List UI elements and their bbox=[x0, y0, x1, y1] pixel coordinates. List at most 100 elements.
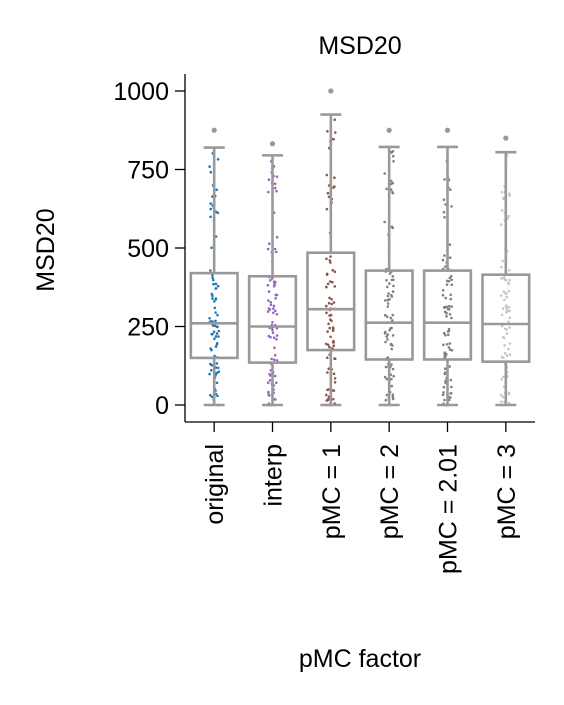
strip-point bbox=[326, 282, 330, 286]
strip-point bbox=[275, 235, 279, 239]
strip-point bbox=[325, 257, 328, 261]
strip-point bbox=[392, 154, 395, 158]
strip-point bbox=[384, 365, 388, 369]
strip-point bbox=[501, 307, 505, 310]
strip-point bbox=[215, 188, 218, 192]
strip-point bbox=[442, 198, 446, 201]
strip-point bbox=[502, 298, 506, 302]
strip-point bbox=[385, 335, 389, 338]
strip-point bbox=[448, 365, 452, 368]
strip-point bbox=[508, 316, 512, 320]
strip-point bbox=[274, 309, 277, 313]
strip-point bbox=[445, 311, 448, 315]
strip-point bbox=[447, 304, 451, 308]
strip-point bbox=[392, 284, 395, 288]
strip-point bbox=[273, 353, 277, 357]
strip-point bbox=[214, 298, 218, 301]
strip-point bbox=[390, 278, 394, 282]
strip-point bbox=[391, 226, 395, 230]
x-tick-label: original bbox=[201, 444, 229, 525]
strip-point bbox=[214, 345, 218, 348]
box-group bbox=[247, 141, 298, 407]
box-group bbox=[189, 127, 239, 407]
strip-point bbox=[325, 272, 329, 276]
strip-point bbox=[217, 370, 221, 374]
strip-point bbox=[273, 346, 276, 350]
strip-point bbox=[215, 343, 219, 346]
strip-point bbox=[383, 172, 387, 175]
strip-point bbox=[500, 378, 504, 381]
strip-point bbox=[500, 324, 504, 328]
strip-point bbox=[391, 319, 394, 322]
strip-point bbox=[503, 344, 506, 347]
strip-point bbox=[443, 216, 446, 219]
strip-point bbox=[273, 247, 277, 251]
strip-point bbox=[331, 268, 335, 272]
strip-point bbox=[447, 280, 451, 283]
y-tick-label: 1000 bbox=[113, 78, 169, 106]
strip-point bbox=[441, 258, 445, 262]
strip-point bbox=[209, 320, 212, 323]
strip-point bbox=[209, 202, 212, 205]
y-tick-label: 750 bbox=[127, 157, 169, 185]
strip-point bbox=[508, 309, 511, 313]
strip-point bbox=[216, 366, 220, 370]
strip-point bbox=[272, 304, 276, 308]
strip-point bbox=[441, 293, 445, 297]
strip-point bbox=[388, 282, 391, 285]
strip-point bbox=[217, 329, 221, 333]
strip-point bbox=[502, 375, 505, 379]
strip-point bbox=[447, 333, 450, 337]
strip-point bbox=[209, 215, 212, 219]
strip-point bbox=[330, 298, 333, 301]
strip-point bbox=[386, 285, 389, 289]
strip-point bbox=[507, 320, 510, 323]
box-group bbox=[422, 127, 473, 407]
strip-point bbox=[331, 397, 335, 401]
strip-point bbox=[267, 393, 270, 396]
strip-point bbox=[215, 381, 219, 385]
iqr-box bbox=[247, 274, 298, 364]
strip-point bbox=[212, 282, 215, 286]
strip-point bbox=[267, 299, 270, 302]
strip-point bbox=[324, 342, 328, 346]
y-tick-label: 0 bbox=[155, 392, 169, 420]
strip-point bbox=[326, 343, 330, 347]
strip-point bbox=[441, 393, 445, 397]
strip-point bbox=[324, 393, 328, 397]
strip-point bbox=[329, 313, 333, 317]
strip-point bbox=[442, 306, 446, 309]
strip-point bbox=[449, 297, 453, 301]
iqr-box bbox=[481, 273, 531, 363]
strip-point bbox=[326, 397, 330, 401]
strip-point bbox=[386, 305, 390, 308]
strip-point bbox=[216, 284, 220, 288]
strip-point bbox=[385, 393, 389, 397]
strip-point bbox=[330, 302, 334, 306]
strip-point bbox=[272, 307, 275, 310]
strip-point bbox=[273, 186, 277, 190]
strip-point bbox=[507, 269, 511, 272]
flier-point bbox=[503, 135, 509, 141]
strip-point bbox=[208, 372, 211, 376]
strip-point bbox=[332, 372, 336, 376]
y-tick-label: 500 bbox=[127, 235, 169, 263]
x-tick-label: pMC = 2 bbox=[376, 444, 404, 539]
strip-point bbox=[213, 300, 216, 303]
strip-point bbox=[387, 292, 390, 295]
chart-title: MSD20 bbox=[318, 32, 401, 60]
strip-point bbox=[442, 331, 446, 335]
strip-point bbox=[443, 353, 447, 357]
strip-point bbox=[445, 283, 449, 286]
strip-point bbox=[443, 367, 447, 371]
strip-point bbox=[505, 295, 509, 299]
strip-point bbox=[384, 299, 387, 302]
strip-point bbox=[325, 285, 328, 289]
strip-point bbox=[213, 306, 217, 310]
strip-point bbox=[504, 278, 508, 282]
strip-point bbox=[386, 338, 389, 341]
flier-point bbox=[328, 88, 334, 94]
strip-point bbox=[442, 391, 445, 394]
strip-point bbox=[328, 296, 331, 300]
strip-point bbox=[445, 314, 448, 318]
